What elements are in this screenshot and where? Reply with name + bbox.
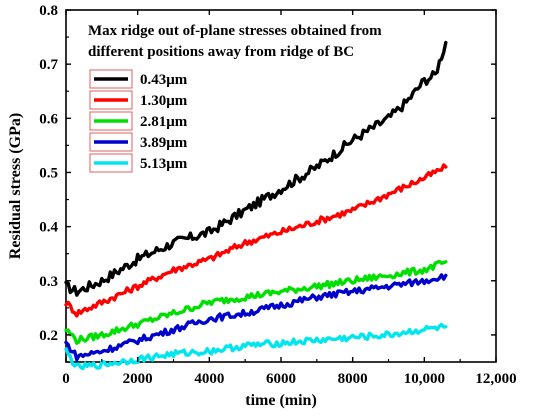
y-axis-title: Residual stress (GPa) xyxy=(7,113,24,259)
legend-label-1: 1.30μm xyxy=(140,93,188,109)
x-tick-label: 8000 xyxy=(338,371,368,387)
legend: 0.43μm 1.30μm 2.81μm 3.89μm 5.13μm xyxy=(89,69,188,173)
x-tick-label: 6000 xyxy=(266,371,296,387)
x-axis-title: time (min) xyxy=(245,392,317,409)
y-tick-label: 0.5 xyxy=(39,165,58,181)
series-line-2 xyxy=(64,259,448,345)
series-line-0 xyxy=(64,40,448,297)
legend-label-3: 3.89μm xyxy=(140,135,188,151)
y-axis: 0.2 0.3 0.4 0.5 0.6 0.7 0.8 xyxy=(39,3,496,363)
y-tick-label: 0.4 xyxy=(39,220,58,236)
legend-label-0: 0.43μm xyxy=(140,72,188,88)
y-tick-label: 0.6 xyxy=(39,111,58,127)
series-lines xyxy=(64,40,448,371)
plot-frame xyxy=(65,9,497,363)
y-tick-label: 0.7 xyxy=(39,57,58,73)
x-tick-label: 2000 xyxy=(123,371,153,387)
x-tick-label: 10,000 xyxy=(404,371,445,387)
annotation-line-2: different positions away from ridge of B… xyxy=(88,44,354,60)
y-tick-label: 0.3 xyxy=(39,274,58,290)
x-tick-label: 0 xyxy=(62,371,70,387)
y-tick-label: 0.8 xyxy=(39,3,58,19)
series-line-1 xyxy=(64,163,448,318)
legend-label-2: 2.81μm xyxy=(140,114,188,130)
x-tick-label: 12,000 xyxy=(475,371,516,387)
legend-label-4: 5.13μm xyxy=(140,156,188,172)
plot-area xyxy=(65,9,497,363)
x-axis: 0 2000 4000 6000 8000 10,000 12,000 xyxy=(62,10,517,387)
chart-annotation: Max ridge out of-plane stresses obtained… xyxy=(88,23,382,60)
series-line-4 xyxy=(64,322,448,371)
x-tick-label: 4000 xyxy=(194,371,224,387)
series-line-3 xyxy=(64,273,448,362)
annotation-line-1: Max ridge out of-plane stresses obtained… xyxy=(88,23,382,39)
y-tick-label: 0.2 xyxy=(39,328,58,344)
